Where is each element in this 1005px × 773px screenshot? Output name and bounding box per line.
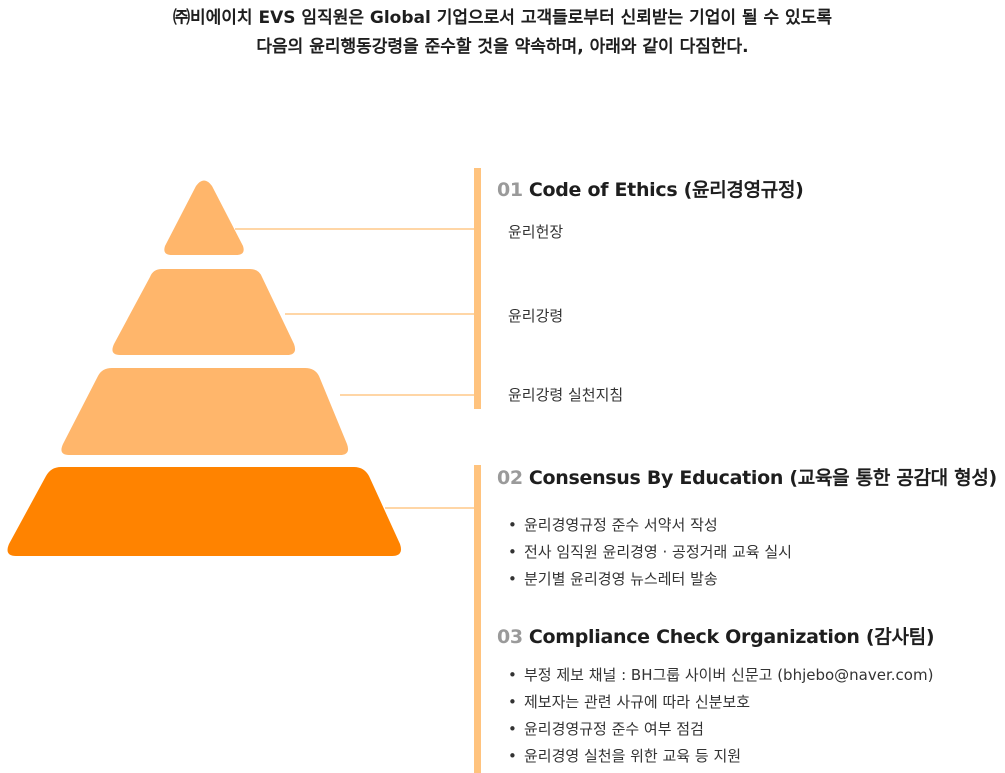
section-title-compliance-check: 03 Compliance Check Organization (감사팀)	[497, 622, 935, 649]
pyramid-tier-1	[164, 180, 244, 255]
section-title-text: Compliance Check Organization (감사팀)	[528, 626, 935, 648]
list-item: 윤리경영 실천을 위한 교육 등 지원	[508, 743, 933, 770]
ethics-item-guidelines: 윤리강령 실천지침	[508, 386, 624, 404]
intro-line-2: 다음의 윤리행동강령을 준수할 것을 약속하며, 아래와 같이 다짐한다.	[256, 37, 749, 57]
ethics-item-charter: 윤리헌장	[508, 223, 564, 241]
list-item: 윤리경영규정 준수 여부 점검	[508, 716, 933, 743]
section-number: 02	[497, 467, 523, 489]
section-number: 03	[497, 626, 523, 648]
section-bar-2	[474, 465, 481, 773]
list-item: 분기별 윤리경영 뉴스레터 발송	[508, 566, 792, 593]
pyramid-tier-3	[61, 368, 349, 455]
list-item: 윤리경영규정 준수 서약서 작성	[508, 512, 792, 539]
section-title-text: Code of Ethics (윤리경영규정)	[528, 179, 804, 201]
education-list: 윤리경영규정 준수 서약서 작성 전사 임직원 윤리경영 · 공정거래 교육 실…	[508, 512, 792, 593]
section-number: 01	[497, 179, 523, 201]
pyramid-tier-2	[112, 269, 296, 355]
section-bar-1	[474, 168, 481, 409]
section-title-code-of-ethics: 01 Code of Ethics (윤리경영규정)	[497, 175, 804, 202]
section-title-consensus-education: 02 Consensus By Education (교육을 통한 공감대 형성)	[497, 463, 997, 490]
ethics-item-code: 윤리강령	[508, 307, 564, 325]
section-title-text: Consensus By Education (교육을 통한 공감대 형성)	[528, 467, 997, 489]
intro-text: ㈜비에이치 EVS 임직원은 Global 기업으로서 고객들로부터 신뢰받는 …	[0, 4, 1005, 62]
pyramid-diagram	[7, 180, 476, 556]
list-item: 제보자는 관련 사규에 따라 신분보호	[508, 689, 933, 716]
pyramid-tier-4	[7, 467, 401, 556]
list-item: 전사 임직원 윤리경영 · 공정거래 교육 실시	[508, 539, 792, 566]
list-item: 부정 제보 채널 : BH그룹 사이버 신문고 (bhjebo@naver.co…	[508, 662, 933, 689]
intro-line-1: ㈜비에이치 EVS 임직원은 Global 기업으로서 고객들로부터 신뢰받는 …	[173, 8, 832, 28]
compliance-list: 부정 제보 채널 : BH그룹 사이버 신문고 (bhjebo@naver.co…	[508, 662, 933, 770]
